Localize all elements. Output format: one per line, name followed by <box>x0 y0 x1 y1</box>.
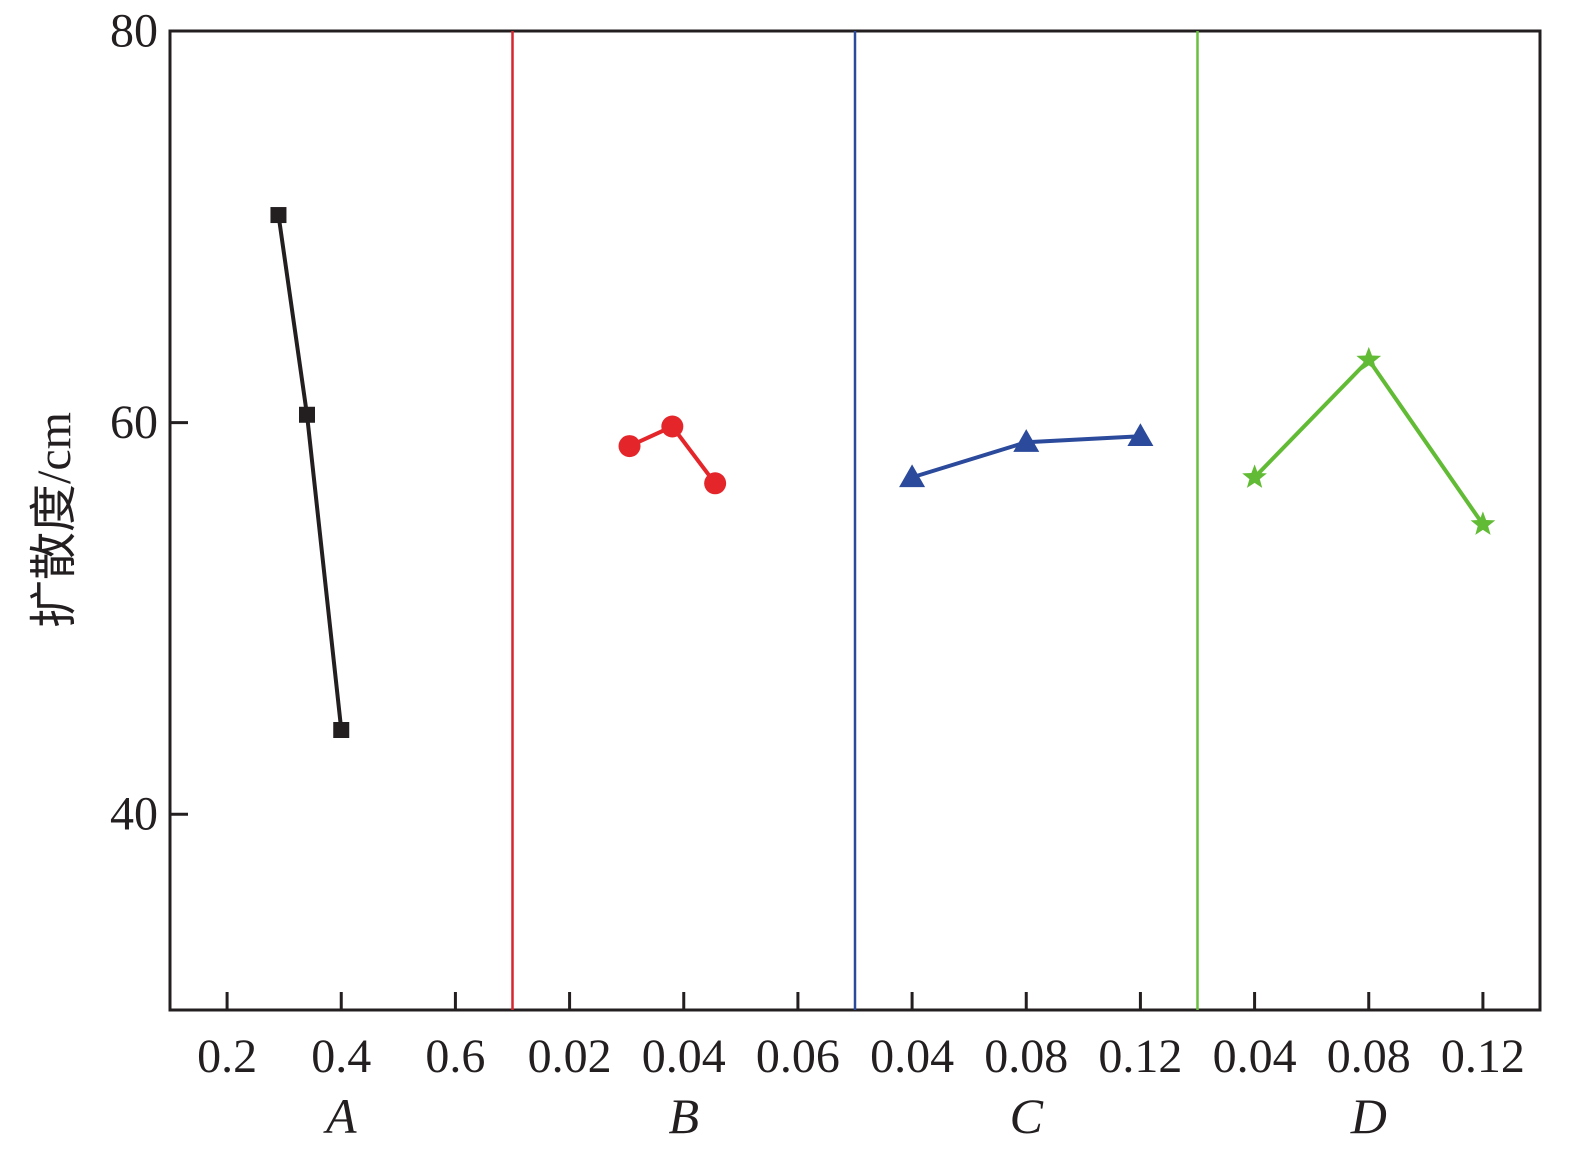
series-layer <box>270 207 1496 739</box>
series-c <box>899 423 1154 488</box>
data-point-triangle <box>899 464 926 488</box>
series-d <box>1242 346 1496 535</box>
series-line-d <box>1253 357 1485 526</box>
y-tick-label: 60 <box>110 396 158 449</box>
x-tick-label-a: 0.2 <box>197 1030 257 1083</box>
y-axis-label: 扩散度/cm <box>28 412 81 628</box>
data-point-square <box>299 406 315 423</box>
data-point-triangle <box>1127 423 1154 447</box>
data-point-star <box>1356 346 1382 371</box>
y-tick-label: 40 <box>110 788 158 841</box>
data-point-square <box>333 722 350 739</box>
x-tick-label-d: 0.08 <box>1327 1030 1411 1083</box>
data-point-triangle <box>1013 429 1040 452</box>
series-b <box>618 415 727 495</box>
series-a <box>270 207 350 739</box>
x-tick-label-b: 0.06 <box>756 1030 840 1083</box>
panel-label-c: C <box>1010 1088 1044 1144</box>
x-tick-label-b: 0.02 <box>528 1030 612 1083</box>
x-tick-label-d: 0.04 <box>1213 1030 1297 1083</box>
x-tick-label-d: 0.12 <box>1441 1030 1525 1083</box>
panel-label-b: B <box>668 1088 699 1144</box>
series-line-a <box>276 214 344 731</box>
data-point-circle <box>661 415 684 438</box>
x-tick-label-b: 0.04 <box>642 1030 726 1083</box>
panel-dividers <box>511 31 1199 1010</box>
panel-label-a: A <box>323 1088 357 1144</box>
x-tick-label-c: 0.12 <box>1098 1030 1182 1083</box>
data-point-circle <box>618 435 641 458</box>
data-point-star <box>1242 464 1267 488</box>
data-point-circle <box>704 472 727 495</box>
y-axis: 40 60 80 <box>110 5 188 841</box>
data-point-square <box>270 207 287 224</box>
y-tick-label: 80 <box>110 5 158 58</box>
x-tick-label-c: 0.08 <box>984 1030 1068 1083</box>
x-tick-label-a: 0.4 <box>311 1030 371 1083</box>
x-tick-label-c: 0.04 <box>870 1030 954 1083</box>
data-point-star <box>1470 511 1496 535</box>
panel-label-d: D <box>1350 1088 1387 1144</box>
x-tick-label-a: 0.6 <box>425 1030 485 1083</box>
